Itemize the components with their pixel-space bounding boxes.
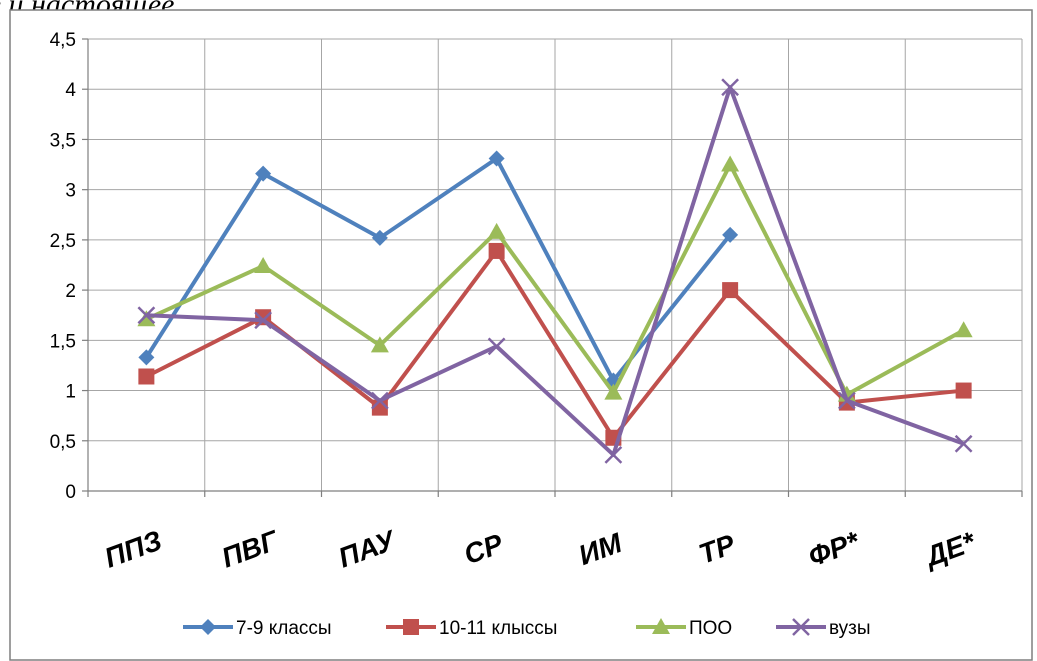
- x-marker: [137, 306, 156, 325]
- y-tick-label: 3: [65, 181, 76, 202]
- triangle-marker: [370, 336, 389, 353]
- diamond-marker: [722, 226, 739, 243]
- legend-entry: 7-9 классы: [183, 618, 332, 639]
- square-marker: [955, 382, 972, 399]
- square-marker: [403, 619, 419, 635]
- square-marker: [138, 368, 155, 385]
- y-tick-label: 3,5: [50, 130, 76, 151]
- x-marker: [954, 434, 973, 453]
- y-tick-label: 1: [65, 382, 76, 403]
- x-marker-stroke: [137, 306, 156, 325]
- triangle-marker: [487, 222, 506, 239]
- y-tick-label: 2,5: [50, 231, 76, 252]
- y-tick-label: 0: [65, 482, 76, 503]
- x-marker: [721, 78, 740, 97]
- triangle-marker: [954, 321, 973, 338]
- legend: 7-9 классы 10-11 клыссы ПОО вузы: [183, 618, 871, 639]
- diamond-marker: [255, 165, 272, 182]
- axes: [82, 38, 1023, 497]
- legend-entry: ПОО: [636, 618, 732, 639]
- x-marker: [487, 337, 506, 356]
- x-marker-stroke: [370, 391, 389, 410]
- x-axis-ticks: ППЗ ПВГ ПАУ СР ИМ ТР ФР* ДЕ*: [100, 524, 980, 574]
- x-marker-stroke: [604, 445, 623, 464]
- x-marker: [370, 391, 389, 410]
- x-marker-stroke: [721, 78, 740, 97]
- x-marker: [254, 311, 273, 330]
- x-marker-stroke: [837, 391, 856, 410]
- chart-frame: [9, 9, 1033, 661]
- x-marker: [604, 445, 623, 464]
- series-line: [145, 162, 965, 397]
- diamond-marker: [371, 229, 388, 246]
- legend-entry: вузы: [776, 618, 871, 639]
- triangle-marker: [652, 618, 670, 634]
- y-tick-label: 1,5: [50, 331, 76, 352]
- triangle-marker: [254, 257, 273, 274]
- x-marker: [792, 618, 810, 636]
- legend-label: вузы: [829, 618, 871, 639]
- legend-label: ПОО: [689, 618, 732, 639]
- legend-label: 7-9 классы: [236, 618, 332, 639]
- series: [137, 78, 973, 464]
- x-marker-stroke: [254, 311, 273, 330]
- diamond-marker: [200, 619, 216, 635]
- y-tick-label: 2: [65, 281, 76, 302]
- diamond-marker: [488, 150, 505, 167]
- x-marker-stroke: [954, 434, 973, 453]
- square-marker: [488, 242, 505, 259]
- square-marker: [722, 282, 739, 299]
- diamond-marker: [138, 349, 155, 366]
- legend-label: 10-11 клыссы: [439, 618, 557, 639]
- x-marker-stroke: [487, 337, 506, 356]
- x-marker: [837, 391, 856, 410]
- y-tick-label: 0,5: [50, 432, 76, 453]
- series-line: [146, 85, 965, 457]
- series-x: [137, 78, 973, 464]
- triangle-marker: [721, 155, 740, 172]
- y-axis-ticks: 0 0,5 1 1,5 2 2,5 3 3,5 4 4,5: [50, 30, 77, 503]
- y-tick-label: 4,5: [50, 30, 76, 51]
- triangle-marker: [604, 383, 623, 400]
- x-marker-stroke: [792, 618, 810, 636]
- legend-entry: 10-11 клыссы: [386, 618, 557, 639]
- y-tick-label: 4: [65, 80, 76, 101]
- triangle-marker: [137, 310, 156, 327]
